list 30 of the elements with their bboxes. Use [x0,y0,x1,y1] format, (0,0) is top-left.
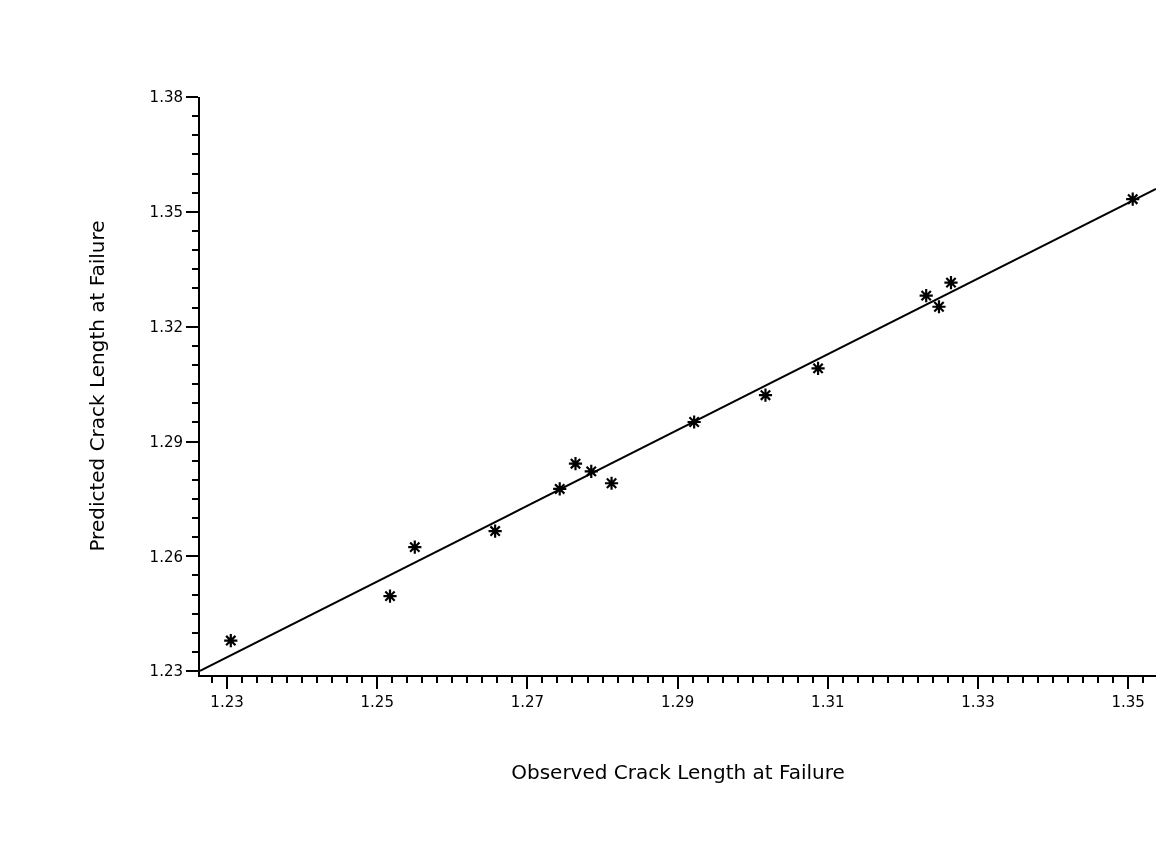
x-tick-label: 1.33 [961,693,995,711]
point [810,360,826,377]
x-tick-label: 1.23 [210,693,244,711]
y-axis-title: Predicted Crack Length at Failure [84,220,109,552]
x-tick-label: 1.25 [360,693,394,711]
y-tick-label: 1.29 [149,432,183,451]
y-tick-label: 1.35 [149,203,183,222]
point [487,523,503,539]
y-tick-label: 1.26 [149,547,183,566]
x-tick-label: 1.29 [660,693,695,711]
point [943,274,959,291]
point [1125,191,1141,207]
y-tick-label: 1.32 [149,317,183,336]
point [603,475,620,491]
point [757,387,774,403]
x-tick-label: 1.31 [811,693,845,711]
x-axis-title: Observed Crack Length at Failure [511,760,845,784]
point [931,299,947,315]
point [567,456,584,472]
point [382,588,398,604]
point [918,287,934,304]
point [686,414,702,430]
x-tick-label: 1.27 [510,693,545,711]
point [583,463,599,480]
point [407,539,423,555]
x-tick-label: 1.35 [1111,693,1145,711]
point [223,632,239,649]
point [552,481,568,497]
y-tick-label: 1.23 [149,662,183,681]
y-tick-label: 1.38 [149,88,183,107]
